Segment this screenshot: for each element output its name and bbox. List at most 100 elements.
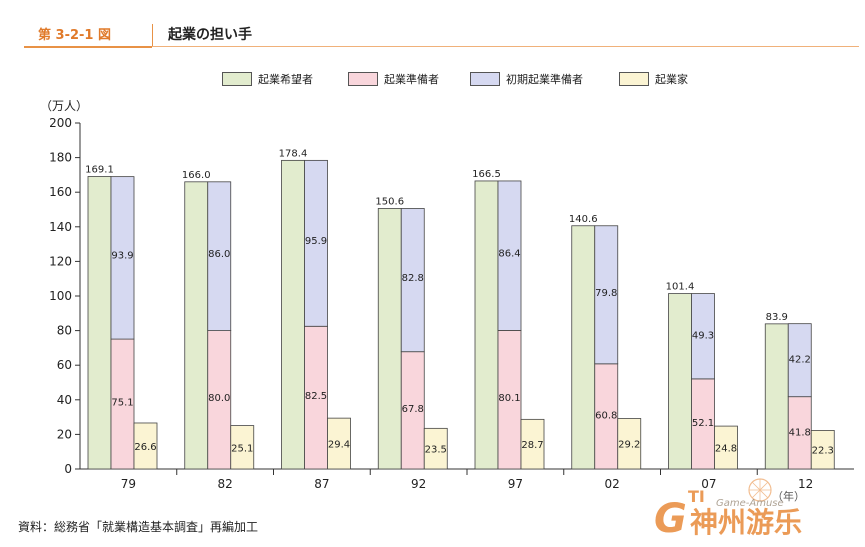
data-label-hope: 101.4 — [666, 282, 695, 293]
data-label-entrepreneur: 24.8 — [715, 444, 737, 455]
bar-entrepreneur — [617, 418, 642, 470]
data-label-entrepreneur: 23.5 — [425, 445, 447, 456]
data-label-prep: 67.8 — [402, 404, 424, 415]
bar-entrepreneur — [230, 425, 255, 470]
x-tick-label: 97 — [508, 477, 523, 491]
figure-number: 第 3-2-1 図 — [38, 28, 111, 43]
header-rule — [152, 46, 859, 47]
data-label-hope: 140.6 — [569, 214, 598, 225]
x-tick-label: 07 — [701, 477, 716, 491]
y-tick-label: 160 — [49, 185, 72, 199]
data-label-early-prep: 49.3 — [692, 331, 714, 342]
header-accent-rule — [24, 46, 152, 48]
data-label-entrepreneur: 29.2 — [618, 440, 640, 451]
data-label-hope: 83.9 — [766, 312, 788, 323]
bar-early-prep — [207, 181, 232, 332]
legend-swatch — [222, 72, 252, 86]
data-label-prep: 41.8 — [789, 427, 811, 438]
bar-early-prep — [304, 159, 328, 327]
x-tick-label: 92 — [411, 477, 426, 491]
y-tick-label: 40 — [57, 393, 72, 407]
y-tick-label: 100 — [49, 289, 72, 303]
legend-label: 初期起業準備者 — [506, 73, 583, 86]
x-axis-unit: （年） — [772, 490, 805, 503]
bar-hope — [571, 225, 596, 470]
figure-title: 起業の担い手 — [168, 27, 252, 43]
data-label-early-prep: 42.2 — [789, 355, 811, 366]
legend-label: 起業準備者 — [384, 73, 439, 86]
data-label-entrepreneur: 26.6 — [134, 442, 156, 453]
bar-entrepreneur — [423, 427, 448, 470]
y-tick-label: 60 — [57, 358, 72, 372]
data-label-prep: 52.1 — [692, 418, 714, 429]
legend-swatch — [619, 72, 649, 86]
y-tick-label: 200 — [49, 116, 72, 130]
source-note: 資料：総務省「就業構造基本調査」再編加工 — [18, 520, 259, 534]
legend-item-early-prep: 初期起業準備者 — [470, 71, 583, 87]
svg-text:Game-Amuse: Game-Amuse — [716, 498, 784, 509]
svg-text:G: G — [654, 496, 687, 542]
bar-hope — [87, 176, 112, 470]
legend-swatch — [348, 72, 378, 86]
data-label-prep: 60.8 — [595, 410, 617, 421]
legend-item-hope: 起業希望者 — [222, 71, 313, 87]
legend-swatch — [470, 72, 500, 86]
x-tick-label: 87 — [314, 477, 329, 491]
bar-hope — [281, 159, 305, 470]
data-label-entrepreneur: 29.4 — [328, 440, 350, 451]
data-label-hope: 169.1 — [85, 164, 114, 175]
watermark-logo: G TI Game-Amuse 神州游乐 — [654, 478, 802, 542]
data-label-early-prep: 86.4 — [498, 249, 520, 260]
y-tick-label: 0 — [64, 462, 72, 476]
bar-early-prep — [497, 180, 522, 331]
data-label-prep: 75.1 — [111, 397, 133, 408]
data-label-hope: 166.0 — [182, 170, 211, 181]
bar-hope — [474, 180, 499, 470]
bar-entrepreneur — [520, 418, 545, 470]
legend-item-entrepreneur: 起業家 — [619, 71, 688, 87]
bar-hope — [184, 181, 209, 470]
svg-text:TI: TI — [688, 487, 705, 506]
data-label-entrepreneur: 28.7 — [521, 440, 543, 451]
watermark-ferris-wheel-icon — [748, 478, 772, 502]
data-label-hope: 178.4 — [279, 148, 308, 159]
bar-early-prep — [594, 225, 619, 365]
y-tick-label: 180 — [49, 151, 72, 165]
y-tick-label: 20 — [57, 427, 72, 441]
legend-label: 起業希望者 — [258, 73, 313, 86]
x-tick-label: 02 — [604, 477, 619, 491]
bar-entrepreneur — [327, 417, 351, 470]
data-label-prep: 82.5 — [305, 391, 327, 402]
x-tick-label: 82 — [217, 477, 232, 491]
svg-text:神州游乐: 神州游乐 — [690, 506, 802, 539]
header-divider — [152, 24, 153, 46]
data-label-hope: 150.6 — [375, 196, 404, 207]
y-tick-label: 120 — [49, 254, 72, 268]
legend-item-prep: 起業準備者 — [348, 71, 439, 87]
bar-hope — [668, 293, 692, 470]
y-tick-label: 140 — [49, 220, 72, 234]
y-axis-unit: （万人） — [40, 99, 89, 113]
bar-early-prep — [110, 176, 135, 340]
data-label-early-prep: 86.0 — [208, 249, 230, 260]
data-label-early-prep: 93.9 — [111, 251, 133, 262]
data-label-entrepreneur: 25.1 — [231, 443, 253, 454]
bar-early-prep — [787, 323, 812, 398]
data-label-prep: 80.0 — [208, 393, 230, 404]
bar-early-prep — [400, 208, 425, 353]
data-label-early-prep: 82.8 — [402, 273, 424, 284]
bar-entrepreneur — [133, 422, 158, 470]
bar-entrepreneur — [714, 425, 738, 470]
bar-hope — [377, 208, 402, 470]
bar-hope — [764, 323, 789, 470]
data-label-prep: 80.1 — [498, 393, 520, 404]
x-tick-label: 12 — [798, 477, 813, 491]
x-tick-label: 79 — [121, 477, 136, 491]
bar-early-prep — [691, 293, 715, 380]
bar-entrepreneur — [810, 430, 835, 470]
data-label-early-prep: 95.9 — [305, 236, 327, 247]
legend-label: 起業家 — [655, 73, 688, 86]
data-label-entrepreneur: 22.3 — [812, 446, 834, 457]
data-label-early-prep: 79.8 — [595, 288, 617, 299]
